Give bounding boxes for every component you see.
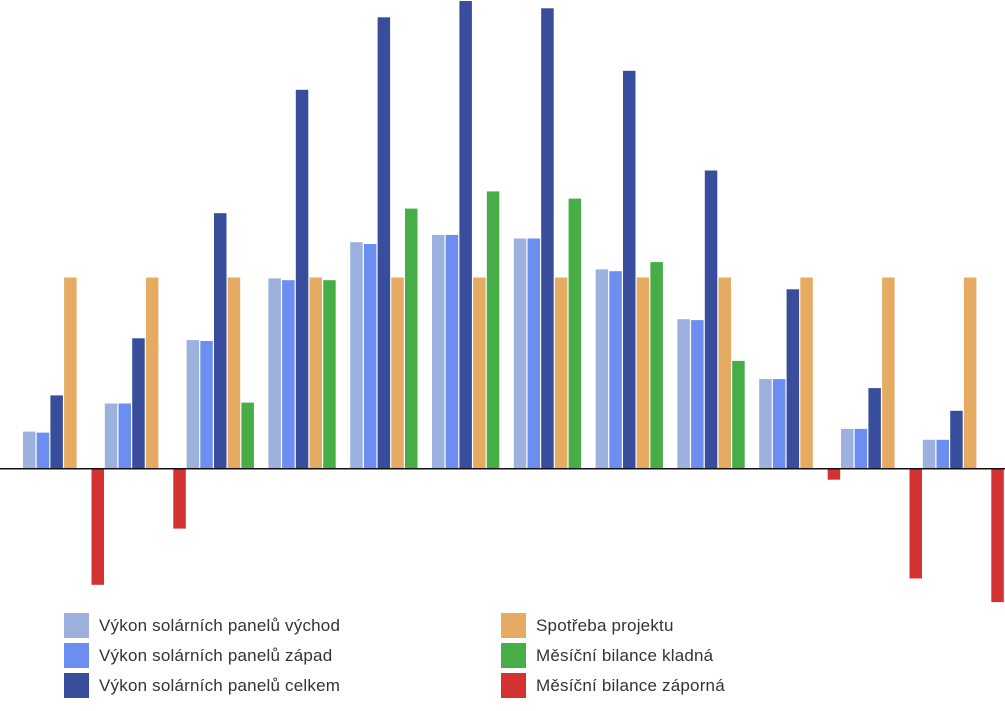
- bar-total-11: [868, 388, 881, 469]
- bar-west-7: [527, 238, 540, 469]
- legend-label-positive: Měsíční bilance kladná: [536, 645, 714, 665]
- bar-east-5: [350, 242, 363, 469]
- bar-west-10: [772, 379, 786, 469]
- bar-consumption-2: [145, 277, 159, 469]
- bar-consumption-1: [64, 277, 77, 469]
- legend-label-east: Výkon solárních panelů východ: [99, 615, 341, 635]
- legend-left-column: Výkon solárních panelů východ Výkon solá…: [64, 613, 341, 698]
- bar-east-12: [922, 439, 936, 469]
- bar-west-6: [445, 234, 459, 469]
- bar-total-2: [132, 338, 145, 469]
- bar-positive-4: [323, 280, 336, 469]
- bar-consumption-6: [473, 277, 486, 469]
- legend-label-consumption: Spotřeba projektu: [536, 615, 674, 635]
- bar-chart: [0, 1, 1005, 603]
- bar-positive-7: [568, 198, 582, 469]
- legend-item-negative: Měsíční bilance záporná: [501, 673, 725, 698]
- bar-positive-5: [405, 208, 418, 469]
- legend-item-total: Výkon solárních panelů celkem: [64, 673, 341, 698]
- bar-total-4: [295, 89, 309, 469]
- bar-east-1: [23, 431, 36, 469]
- bar-west-3: [200, 341, 213, 469]
- bar-east-4: [268, 278, 281, 469]
- bar-positive-8: [650, 262, 663, 469]
- legend-item-positive: Měsíční bilance kladná: [501, 643, 725, 668]
- bar-total-6: [459, 1, 472, 469]
- bar-consumption-3: [227, 277, 241, 469]
- bar-consumption-7: [554, 277, 568, 469]
- bar-total-9: [704, 170, 718, 469]
- bar-consumption-4: [309, 277, 322, 469]
- legend-item-west: Výkon solárních panelů západ: [64, 643, 340, 668]
- bar-total-5: [377, 17, 391, 469]
- legend-label-total: Výkon solárních panelů celkem: [99, 675, 341, 695]
- legend-swatch-total: [64, 673, 89, 698]
- bar-west-4: [282, 280, 295, 469]
- bar-west-11: [854, 428, 868, 469]
- bar-negative-1: [91, 468, 104, 585]
- bar-consumption-12: [963, 277, 977, 469]
- legend-item-east: Výkon solárních panelů východ: [64, 613, 341, 638]
- bar-negative-10: [827, 468, 841, 480]
- bar-negative-2: [173, 468, 186, 529]
- bar-total-7: [541, 8, 554, 469]
- bar-consumption-10: [800, 277, 813, 469]
- bar-total-1: [50, 395, 63, 469]
- bar-positive-9: [732, 360, 745, 469]
- bar-east-10: [759, 379, 772, 469]
- bar-east-8: [595, 269, 609, 469]
- bar-west-9: [691, 320, 704, 469]
- bar-total-10: [786, 289, 800, 469]
- bar-east-9: [677, 319, 690, 469]
- bar-consumption-9: [718, 277, 731, 469]
- bar-west-5: [363, 244, 377, 469]
- legend-label-negative: Měsíční bilance záporná: [536, 675, 725, 695]
- bar-total-3: [214, 213, 227, 469]
- legend-swatch-west: [64, 643, 89, 668]
- bar-east-2: [104, 403, 118, 469]
- bar-negative-11: [909, 468, 922, 579]
- bar-positive-6: [486, 191, 500, 469]
- bar-east-6: [432, 234, 445, 469]
- bar-consumption-5: [391, 277, 404, 469]
- legend-item-consumption: Spotřeba projektu: [501, 613, 725, 638]
- bar-negative-12: [991, 468, 1004, 603]
- legend-swatch-east: [64, 613, 89, 638]
- bar-total-8: [623, 70, 636, 469]
- legend-right-column: Spotřeba projektu Měsíční bilance kladná…: [501, 613, 725, 698]
- bar-west-1: [36, 432, 50, 469]
- bar-consumption-11: [882, 277, 895, 469]
- bar-east-3: [186, 340, 200, 469]
- bar-west-12: [936, 439, 949, 469]
- legend-swatch-positive: [501, 643, 526, 668]
- bar-consumption-8: [636, 277, 650, 469]
- legend-swatch-negative: [501, 673, 526, 698]
- bar-east-11: [841, 428, 854, 469]
- bar-west-8: [609, 271, 622, 469]
- bar-total-12: [950, 410, 963, 469]
- legend-swatch-consumption: [501, 613, 526, 638]
- bar-positive-3: [241, 402, 254, 469]
- bar-west-2: [118, 403, 131, 469]
- bar-east-7: [513, 238, 527, 469]
- legend-label-west: Výkon solárních panelů západ: [99, 645, 333, 665]
